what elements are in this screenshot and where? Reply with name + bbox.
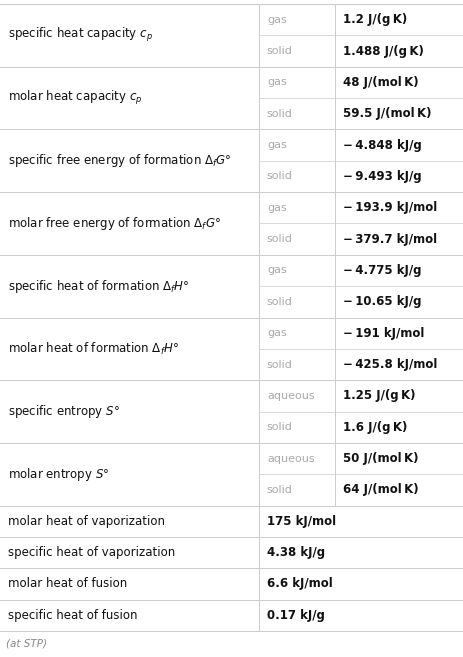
Text: − 4.775 kJ/g: − 4.775 kJ/g [342,264,420,277]
Text: − 9.493 kJ/g: − 9.493 kJ/g [342,170,420,183]
Text: 1.6 J/(g K): 1.6 J/(g K) [342,420,406,434]
Text: gas: gas [266,78,286,87]
Text: solid: solid [266,422,292,432]
Text: gas: gas [266,140,286,150]
Text: − 4.848 kJ/g: − 4.848 kJ/g [342,139,420,152]
Text: solid: solid [266,359,292,369]
Text: 48 J/(mol K): 48 J/(mol K) [342,76,417,89]
Text: specific heat of formation $\Delta_f H°$: specific heat of formation $\Delta_f H°$ [8,278,189,294]
Text: specific heat capacity $c_p$: specific heat capacity $c_p$ [8,26,153,45]
Text: molar heat of vaporization: molar heat of vaporization [8,515,165,528]
Text: solid: solid [266,485,292,495]
Text: solid: solid [266,234,292,244]
Text: aqueous: aqueous [266,453,314,464]
Text: − 379.7 kJ/mol: − 379.7 kJ/mol [342,233,436,246]
Text: 1.25 J/(g K): 1.25 J/(g K) [342,390,414,402]
Text: − 191 kJ/mol: − 191 kJ/mol [342,327,423,340]
Text: solid: solid [266,46,292,56]
Text: molar heat capacity $c_p$: molar heat capacity $c_p$ [8,89,142,107]
Text: gas: gas [266,203,286,213]
Text: molar heat of fusion: molar heat of fusion [8,578,127,591]
Text: gas: gas [266,265,286,275]
Text: molar heat of formation $\Delta_f H°$: molar heat of formation $\Delta_f H°$ [8,341,179,357]
Text: − 425.8 kJ/mol: − 425.8 kJ/mol [342,358,436,371]
Text: 50 J/(mol K): 50 J/(mol K) [342,452,417,465]
Text: − 10.65 kJ/g: − 10.65 kJ/g [342,296,420,308]
Text: − 193.9 kJ/mol: − 193.9 kJ/mol [342,201,436,214]
Text: 1.488 J/(g K): 1.488 J/(g K) [342,45,423,58]
Text: solid: solid [266,108,292,119]
Text: 59.5 J/(mol K): 59.5 J/(mol K) [342,107,430,120]
Text: specific entropy $S°$: specific entropy $S°$ [8,403,119,420]
Text: gas: gas [266,14,286,25]
Text: 175 kJ/mol: 175 kJ/mol [266,515,335,528]
Text: specific free energy of formation $\Delta_f G°$: specific free energy of formation $\Delt… [8,152,231,170]
Text: 4.38 kJ/g: 4.38 kJ/g [266,546,325,559]
Text: solid: solid [266,171,292,181]
Text: 0.17 kJ/g: 0.17 kJ/g [266,609,324,622]
Text: molar free energy of formation $\Delta_f G°$: molar free energy of formation $\Delta_f… [8,215,220,232]
Text: specific heat of fusion: specific heat of fusion [8,609,137,622]
Text: gas: gas [266,328,286,338]
Text: aqueous: aqueous [266,391,314,401]
Text: 64 J/(mol K): 64 J/(mol K) [342,484,417,497]
Text: (at STP): (at STP) [6,639,47,649]
Text: molar entropy $S°$: molar entropy $S°$ [8,466,109,483]
Text: 6.6 kJ/mol: 6.6 kJ/mol [266,578,332,591]
Text: 1.2 J/(g K): 1.2 J/(g K) [342,13,406,26]
Text: solid: solid [266,297,292,307]
Text: specific heat of vaporization: specific heat of vaporization [8,546,175,559]
